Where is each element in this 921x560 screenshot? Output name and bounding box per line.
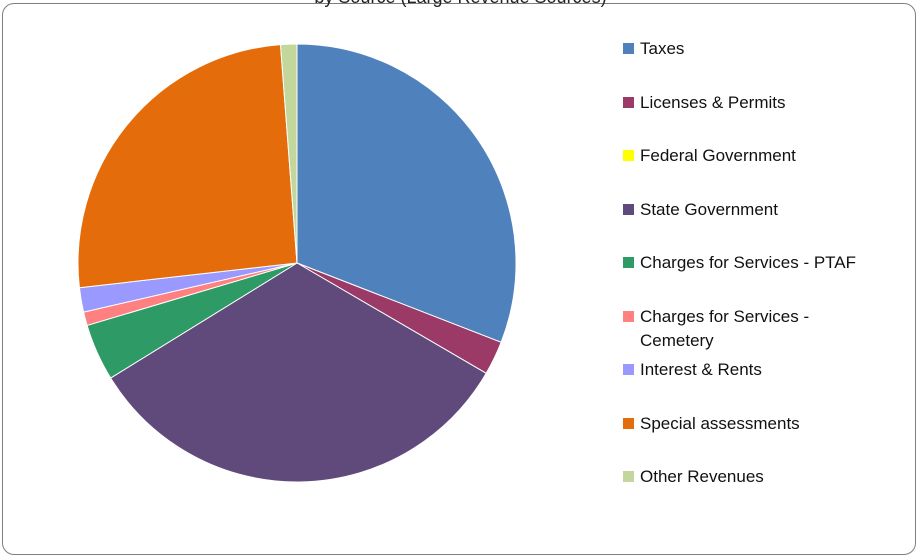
- legend-label: Other Revenues: [640, 467, 764, 486]
- legend-item-licenses-permits: Licenses & Permits: [623, 91, 893, 115]
- legend-swatch: [623, 43, 634, 54]
- legend-swatch: [623, 96, 634, 108]
- chart-title: by Source (Large Revenue Sources): [0, 0, 921, 8]
- legend-swatch: [623, 364, 634, 375]
- legend-item-federal-government: Federal Government: [623, 144, 893, 168]
- pie-slice-state-government: [109, 262, 487, 483]
- legend-item-taxes: Taxes: [623, 37, 893, 61]
- chart-area: Taxes Licenses & Permits Federal Governmen…: [2, 3, 916, 555]
- legend-item-charges-for-services-ptaf: Charges for Services - PTAF: [623, 251, 893, 275]
- pie-slice-special-assessments: [77, 44, 298, 289]
- legend-item-charges-for-services-cemetery: Charges for Services - Cemetery: [623, 305, 893, 353]
- legend-label: Charges for Services - PTAF: [640, 253, 857, 272]
- legend-label: Federal Government: [640, 146, 796, 165]
- pie-slice-other-revenues: [279, 43, 298, 264]
- legend-label: Special assessments: [640, 413, 800, 433]
- legend-label: Taxes: [640, 39, 685, 58]
- legend-item-special-assessments: Special assessments: [623, 412, 893, 436]
- legend-swatch: [623, 203, 634, 215]
- legend-label: State Government: [640, 199, 778, 219]
- legend-label: Charges for Services - Cemetery: [640, 306, 810, 350]
- legend-swatch: [623, 417, 634, 429]
- legend-item-interest-rents: Interest & Rents: [623, 358, 893, 382]
- pie-slice-taxes: [296, 43, 517, 343]
- legend-item-state-government: State Government: [623, 198, 893, 222]
- legend-item-other-revenues: Other Revenues: [623, 465, 893, 489]
- legend-label: Licenses & Permits: [640, 92, 786, 112]
- legend-swatch: [623, 471, 634, 482]
- pie-chart: [77, 43, 517, 483]
- legend-swatch: [623, 150, 634, 161]
- legend-swatch: [623, 257, 634, 268]
- legend-label: Interest & Rents: [640, 360, 762, 379]
- legend-swatch: [623, 310, 634, 322]
